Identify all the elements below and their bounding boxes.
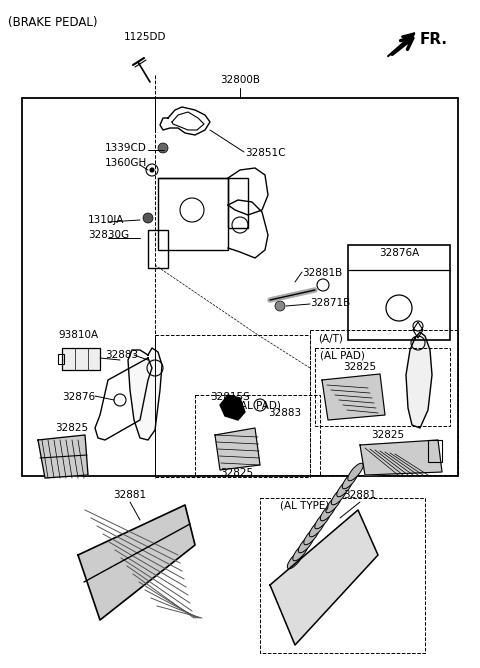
Text: 32883: 32883 [268,408,301,418]
Bar [22,98,458,476]
Ellipse shape [315,511,330,529]
Ellipse shape [288,551,303,569]
Circle shape [150,168,154,172]
Ellipse shape [331,487,347,505]
Bar [310,330,458,475]
Text: 1125DD: 1125DD [124,32,166,42]
Bar [428,440,442,462]
Ellipse shape [304,527,319,545]
Ellipse shape [342,471,358,489]
Ellipse shape [337,479,352,497]
Text: 32815S: 32815S [210,392,250,402]
Text: 32851C: 32851C [245,148,286,158]
Polygon shape [38,435,88,478]
Text: (A/T): (A/T) [318,333,343,343]
Text: 93810A: 93810A [58,330,98,340]
Text: (AL TYPE): (AL TYPE) [280,500,329,510]
Ellipse shape [309,519,324,537]
Text: 32881: 32881 [113,490,146,500]
Text: FR.: FR. [420,32,448,47]
Ellipse shape [298,535,314,553]
Bar [58,354,64,364]
Text: 32800B: 32800B [220,75,260,85]
Ellipse shape [320,503,336,521]
Polygon shape [322,374,385,420]
Circle shape [275,301,285,311]
Ellipse shape [348,463,363,481]
Bar [148,230,168,268]
Text: (AL PAD): (AL PAD) [320,350,365,360]
Polygon shape [128,348,162,440]
Bar [158,178,228,250]
Polygon shape [406,332,432,428]
Text: 32883: 32883 [105,350,138,360]
Circle shape [143,213,153,223]
Text: 32825: 32825 [55,423,88,433]
Ellipse shape [293,543,308,561]
Polygon shape [360,440,442,475]
Polygon shape [270,510,378,645]
Text: 32881B: 32881B [302,268,342,278]
Text: 1310JA: 1310JA [88,215,124,225]
Text: 32830G: 32830G [88,230,129,240]
Text: 32871B: 32871B [310,298,350,308]
Text: 1360GH: 1360GH [105,158,147,168]
Bar [228,178,248,228]
Bar [62,348,100,370]
Circle shape [158,143,168,153]
Bar [260,498,425,653]
Polygon shape [78,505,195,620]
Text: 32876A: 32876A [379,248,419,258]
Polygon shape [215,428,260,470]
Polygon shape [220,395,245,420]
Text: 1339CD: 1339CD [105,143,147,153]
Text: 32825: 32825 [372,430,405,440]
Text: (AL PAD): (AL PAD) [236,400,280,410]
Bar [155,335,310,477]
Text: 32876: 32876 [62,392,95,402]
Text: 32881: 32881 [343,490,377,500]
Bar [195,395,320,475]
Text: (BRAKE PEDAL): (BRAKE PEDAL) [8,16,97,29]
Bar [315,348,450,426]
Bar [348,245,450,340]
Ellipse shape [326,495,341,513]
Text: 32825: 32825 [220,468,253,478]
Text: 32825: 32825 [343,362,377,372]
